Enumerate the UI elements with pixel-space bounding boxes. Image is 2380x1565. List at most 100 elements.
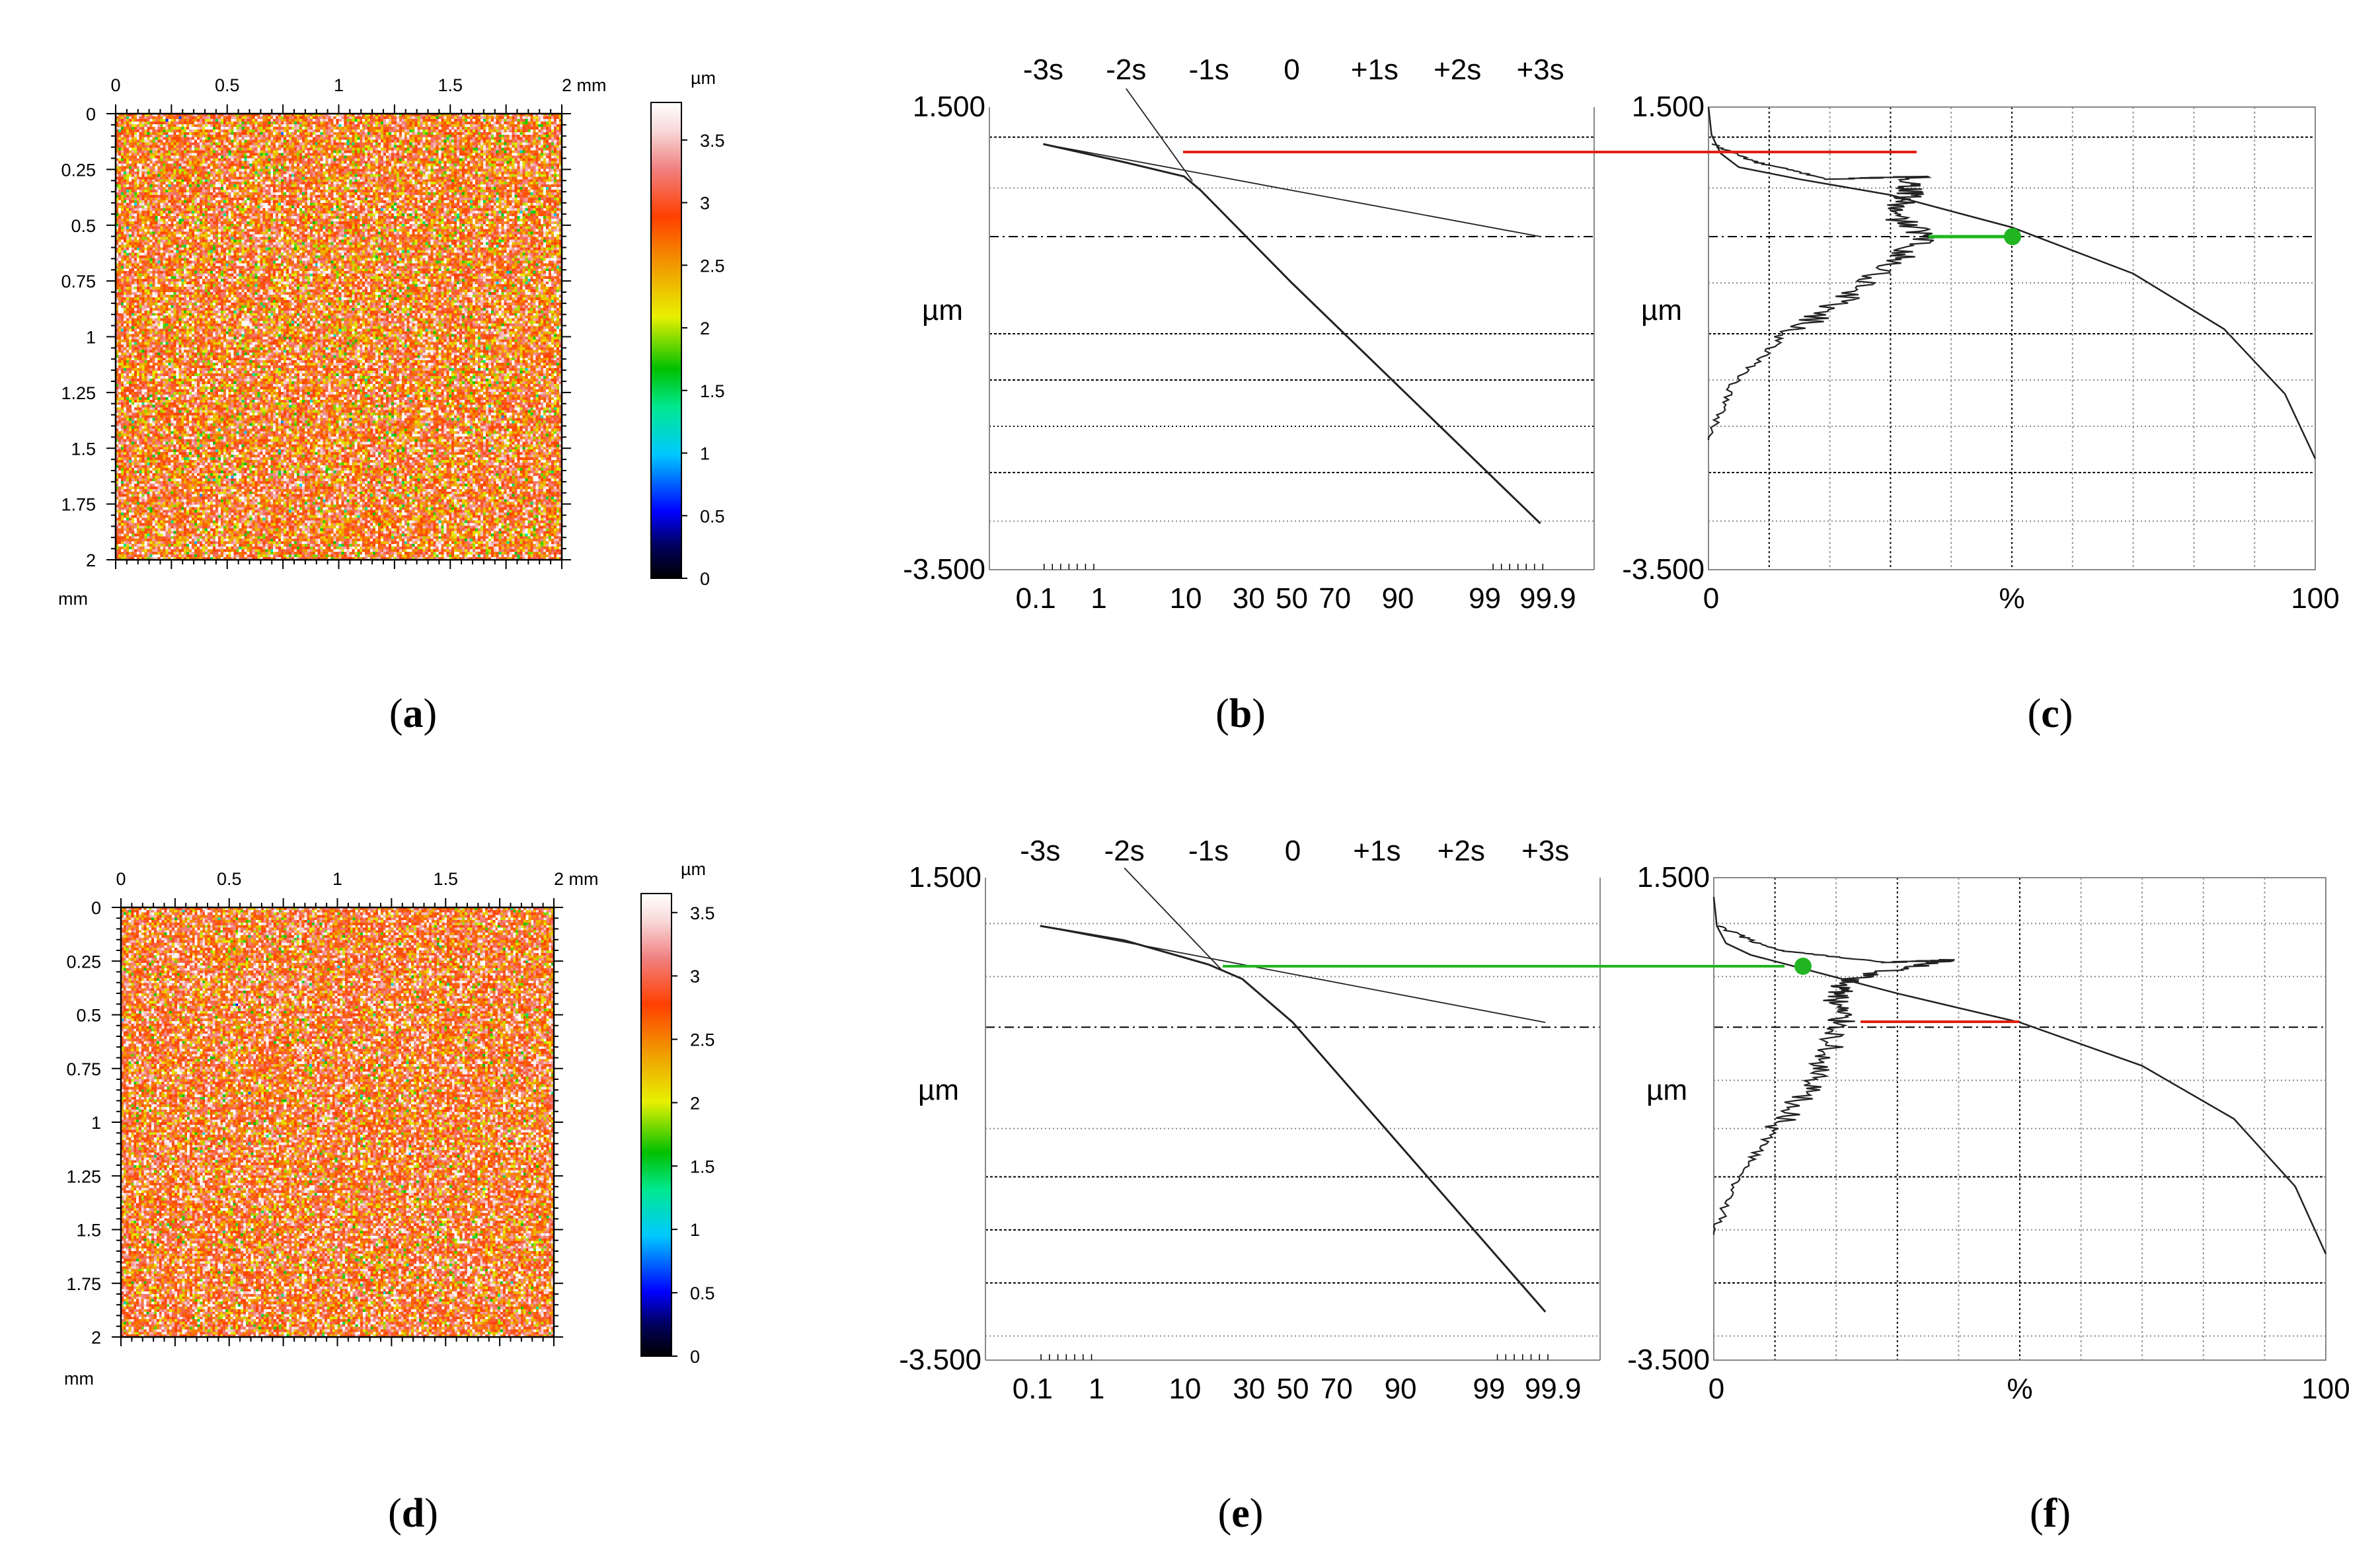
- caption-f: (f): [2030, 1491, 2071, 1536]
- caption-close: ): [2057, 1491, 2071, 1536]
- probability-tick-label: 30: [1233, 582, 1265, 615]
- x-tick-label: 1.5: [433, 869, 458, 889]
- y-tick-label: 0: [86, 104, 96, 124]
- x-tick-label: 0: [1708, 1373, 1724, 1405]
- probability-tick-label: 50: [1276, 582, 1308, 615]
- probability-tick-label: 99: [1469, 582, 1501, 615]
- colorbar-tick-label: 2: [700, 319, 710, 338]
- x-tick-label: 100: [2301, 1373, 2350, 1405]
- caption-close: ): [2059, 691, 2073, 736]
- colorbar: [651, 102, 681, 578]
- caption-c: (c): [2028, 691, 2073, 736]
- caption-d: (d): [388, 1491, 438, 1536]
- probability-tick-label: 99.9: [1525, 1373, 1582, 1405]
- heatmap-panel-d: 0 0.5 1 1.5 2 mm 0 0.25 0.5 0.75 1 1.25 1.5 1.75 2 mm µ…: [64, 859, 715, 1389]
- probability-tick-label: 99: [1473, 1373, 1505, 1405]
- surface-height-map: [121, 907, 554, 1337]
- caption-open: (: [1218, 1491, 1232, 1536]
- series-2: [1040, 926, 1545, 1022]
- caption-open: (: [2030, 1491, 2044, 1536]
- series-3: [1126, 89, 1192, 181]
- y-tick-label: 0.5: [71, 216, 96, 236]
- y-max-label: 1.500: [909, 861, 981, 894]
- probability-panel-e: -3s -2s -1s 0 +1s +2s +3s 0.1 1 10 30 50 70 90 99 99.9 1…: [899, 835, 1600, 1405]
- sigma-tick-label: -3s: [1020, 835, 1060, 867]
- sigma-tick-label: 0: [1284, 54, 1299, 86]
- x-tick-label: 0: [110, 75, 120, 95]
- colorbar-unit: µm: [681, 859, 706, 879]
- y-tick-label: 0: [91, 898, 101, 918]
- caption-open: (: [1215, 691, 1229, 736]
- probability-tick-label: 0.1: [1013, 1373, 1053, 1405]
- y-tick-label: 1.25: [61, 383, 96, 403]
- y-tick-label: 1.25: [66, 1166, 101, 1186]
- caption-letter: c: [2041, 691, 2059, 736]
- series-1: [1040, 926, 1545, 1312]
- y-min-label: -3.500: [899, 1344, 981, 1376]
- y-max-label: 1.500: [913, 91, 985, 123]
- probability-tick-label: 10: [1169, 1373, 1201, 1405]
- colorbar-tick-label: 3.5: [690, 903, 715, 923]
- caption-a: (a): [389, 691, 437, 736]
- y-axis-label: µm: [1646, 1074, 1687, 1106]
- sigma-tick-label: -2s: [1104, 835, 1145, 867]
- y-tick-label: 1.5: [76, 1221, 101, 1241]
- colorbar-tick-label: 1: [700, 444, 710, 464]
- x-tick-label: 1.5: [438, 75, 463, 95]
- colorbar-tick-label: 0.5: [690, 1283, 715, 1303]
- x-tick-label: 1: [332, 869, 342, 889]
- caption-letter: e: [1231, 1491, 1250, 1536]
- caption-letter: f: [2044, 1491, 2058, 1536]
- y-unit-label: mm: [58, 589, 88, 609]
- caption-open: (: [2028, 691, 2042, 736]
- caption-close: ): [424, 1491, 438, 1536]
- x-tick-label: 0: [116, 869, 126, 889]
- colorbar-tick-label: 0.5: [700, 506, 725, 526]
- x-tick-label: 0.5: [217, 869, 242, 889]
- caption-close: ): [424, 691, 438, 736]
- caption-letter: a: [403, 691, 424, 736]
- caption-e: (e): [1218, 1491, 1264, 1536]
- y-tick-label: 0.25: [61, 160, 96, 180]
- y-axis-label: µm: [918, 1074, 959, 1106]
- heatmap-panel-a: 0 0.5 1 1.5 2 mm 0 0.25 0.5 0.75 1 1.25 1.5 1.75 2 mm µ…: [58, 68, 725, 609]
- probability-tick-label: 50: [1277, 1373, 1309, 1405]
- green-marker: [1794, 958, 1812, 975]
- y-tick-label: 1.75: [66, 1274, 101, 1294]
- colorbar-tick-label: 1: [690, 1220, 700, 1240]
- sigma-tick-label: +3s: [1521, 835, 1569, 867]
- colorbar-tick-label: 1.5: [690, 1157, 715, 1176]
- caption-b: (b): [1215, 691, 1266, 736]
- y-max-label: 1.500: [1637, 861, 1710, 894]
- y-min-label: -3.500: [1627, 1344, 1710, 1376]
- x-tick-label: 1: [334, 75, 344, 95]
- caption-open: (: [389, 691, 403, 736]
- y-axis-label: µm: [922, 294, 963, 326]
- sigma-tick-label: 0: [1285, 835, 1301, 867]
- sigma-tick-label: +1s: [1351, 54, 1399, 86]
- probability-tick-label: 99.9: [1519, 582, 1576, 615]
- caption-close: ): [1252, 691, 1266, 736]
- colorbar-tick-label: 0: [690, 1347, 700, 1367]
- y-tick-label: 1.5: [71, 439, 96, 459]
- colorbar-tick-label: 2: [690, 1093, 700, 1113]
- probability-tick-label: 30: [1233, 1373, 1265, 1405]
- sigma-tick-label: +2s: [1438, 835, 1485, 867]
- caption-letter: b: [1229, 691, 1252, 736]
- y-min-label: -3.500: [1622, 553, 1705, 586]
- probability-tick-label: 90: [1381, 582, 1414, 615]
- probability-tick-label: 1: [1091, 582, 1106, 615]
- colorbar-tick-label: 2.5: [700, 256, 725, 276]
- x-tick-label: 0.5: [215, 75, 240, 95]
- caption-close: ): [1250, 1491, 1264, 1536]
- x-tick-label: 2 mm: [562, 75, 607, 95]
- probability-tick-label: 90: [1385, 1373, 1417, 1405]
- x-tick-label: 0: [1703, 582, 1719, 615]
- sigma-tick-label: -1s: [1188, 835, 1229, 867]
- sigma-tick-label: -2s: [1106, 54, 1146, 86]
- caption-letter: d: [402, 1491, 424, 1536]
- colorbar-tick-label: 1.5: [700, 381, 725, 401]
- colorbar-tick-label: 3: [690, 967, 700, 987]
- y-tick-label: 0.75: [66, 1059, 101, 1079]
- colorbar-unit: µm: [691, 68, 716, 88]
